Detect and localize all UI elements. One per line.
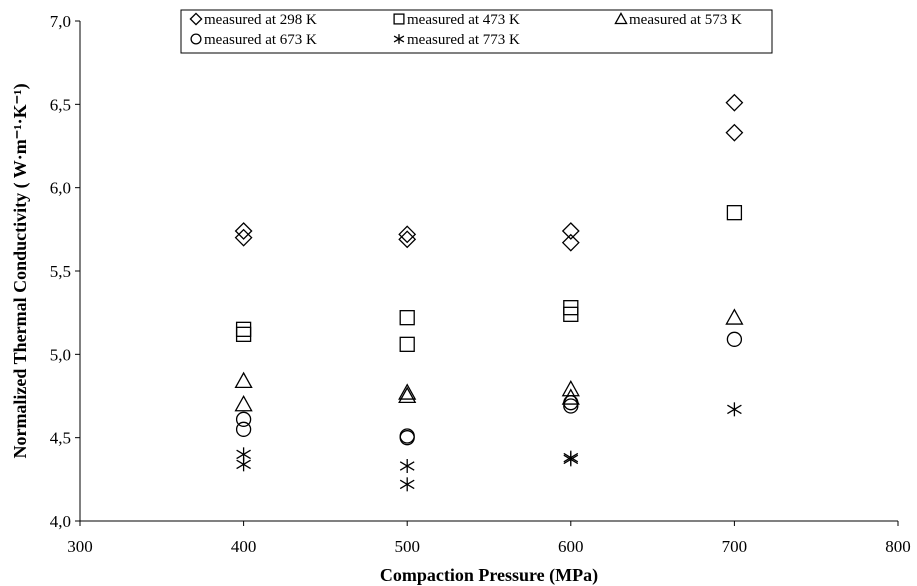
data-point-triangle <box>234 394 253 412</box>
y-tick-label: 7,0 <box>50 12 71 31</box>
x-axis-title: Compaction Pressure (MPa) <box>380 565 598 586</box>
y-tick-label: 4,0 <box>50 512 71 531</box>
data-point-square <box>235 321 252 337</box>
legend-label: measured at 673 K <box>204 32 317 48</box>
data-point-asterisk <box>236 457 251 472</box>
legend-item: measured at 573 K <box>614 12 742 28</box>
y-axis-title: Normalized Thermal Conductivity ( W·m⁻¹·… <box>10 83 31 458</box>
x-ticks: 300 400 500 600 700 800 <box>67 521 911 556</box>
y-ticks: 4,0 4,5 5,0 5,5 6,0 6,5 7,0 <box>50 12 80 531</box>
legend-label: measured at 298 K <box>204 12 317 28</box>
data-point-circle <box>563 398 579 414</box>
x-tick-label: 700 <box>722 537 748 556</box>
series-circle <box>235 331 743 446</box>
data-point-diamond <box>725 123 744 142</box>
data-point-asterisk <box>727 402 742 417</box>
series-square <box>235 205 743 352</box>
data-point-diamond <box>234 228 253 247</box>
legend-label: measured at 573 K <box>629 12 742 28</box>
data-point-circle <box>235 421 252 437</box>
legend-marker-diamond <box>189 12 203 26</box>
x-tick-label: 800 <box>885 537 911 556</box>
data-point-square <box>399 310 415 326</box>
series-asterisk <box>236 402 742 492</box>
data-point-circle <box>726 331 743 347</box>
x-tick-label: 600 <box>558 537 584 556</box>
data-points <box>234 93 744 492</box>
x-tick-label: 400 <box>231 537 257 556</box>
data-point-circle <box>563 395 579 411</box>
data-point-circle <box>399 430 415 446</box>
data-point-asterisk <box>399 477 415 492</box>
data-point-triangle <box>398 383 417 400</box>
legend-item: measured at 673 K <box>190 32 317 48</box>
data-point-triangle <box>725 308 744 325</box>
data-point-asterisk <box>399 459 415 473</box>
y-tick-label: 5,0 <box>50 345 71 364</box>
series-triangle <box>234 308 744 412</box>
data-point-square <box>563 306 579 322</box>
y-tick-label: 6,0 <box>50 179 71 198</box>
data-point-diamond <box>398 225 417 244</box>
y-tick-label: 5,5 <box>50 262 71 281</box>
legend: measured at 298 K measured at 473 K measur… <box>180 9 773 54</box>
data-point-square <box>399 336 415 352</box>
axes <box>79 21 898 522</box>
data-point-diamond <box>561 222 580 240</box>
data-point-triangle <box>234 371 253 389</box>
data-point-square <box>235 326 252 342</box>
legend-item: measured at 298 K <box>189 12 317 28</box>
data-point-diamond <box>398 230 417 249</box>
data-point-square <box>726 205 743 221</box>
data-point-asterisk <box>563 452 579 467</box>
data-point-circle <box>235 411 252 427</box>
x-tick-label: 500 <box>394 537 420 556</box>
data-point-triangle <box>398 386 417 404</box>
y-tick-label: 4,5 <box>50 429 71 448</box>
legend-box <box>180 9 773 54</box>
series-diamond <box>234 93 744 252</box>
legend-item: measured at 473 K <box>393 12 520 28</box>
data-point-diamond <box>725 93 744 112</box>
legend-label: measured at 473 K <box>407 12 520 28</box>
x-tick-label: 300 <box>67 537 93 556</box>
legend-marker-triangle <box>614 12 628 25</box>
legend-item: measured at 773 K <box>393 32 520 48</box>
legend-marker-asterisk <box>393 34 405 44</box>
data-point-diamond <box>234 222 253 240</box>
legend-label: measured at 773 K <box>407 32 520 48</box>
data-point-diamond <box>561 233 580 252</box>
legend-marker-square <box>393 13 405 25</box>
y-tick-label: 6,5 <box>50 95 71 114</box>
legend-marker-circle <box>190 33 202 45</box>
